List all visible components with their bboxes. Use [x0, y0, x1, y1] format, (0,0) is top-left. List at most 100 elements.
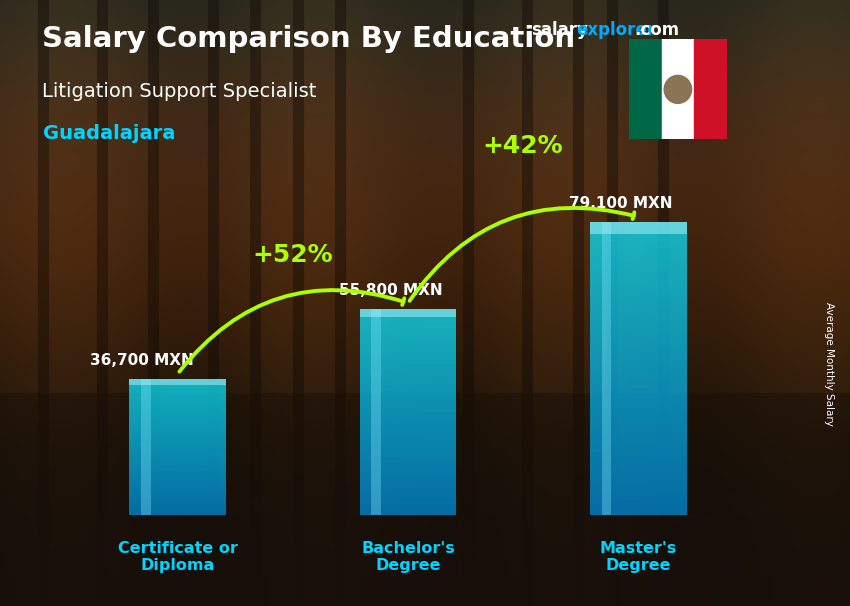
Bar — [129, 384, 226, 386]
Bar — [590, 281, 687, 286]
Bar — [590, 296, 687, 301]
Bar — [129, 438, 226, 441]
Bar — [590, 349, 687, 354]
Bar — [129, 400, 226, 402]
Bar — [129, 459, 226, 461]
Bar — [590, 476, 687, 481]
Bar — [360, 398, 456, 402]
Bar — [590, 451, 687, 456]
Bar — [360, 402, 456, 405]
Bar — [129, 408, 226, 411]
Bar — [129, 499, 226, 502]
Bar — [360, 353, 456, 357]
Bar — [360, 378, 456, 381]
Bar — [360, 433, 456, 436]
Bar — [129, 434, 226, 436]
Bar — [360, 446, 456, 450]
Bar — [590, 432, 687, 437]
Bar — [129, 379, 226, 382]
Bar — [360, 491, 456, 494]
Bar — [129, 418, 226, 420]
Bar — [129, 511, 226, 513]
Bar — [360, 388, 456, 391]
Bar — [360, 308, 456, 317]
Bar — [360, 357, 456, 360]
Bar — [129, 504, 226, 506]
Text: 55,800 MXN: 55,800 MXN — [339, 282, 443, 298]
Bar — [360, 360, 456, 364]
Bar — [590, 325, 687, 330]
Bar — [129, 450, 226, 451]
Bar — [129, 398, 226, 400]
Bar — [590, 422, 687, 427]
Text: explorer: explorer — [576, 21, 655, 39]
Bar — [590, 442, 687, 447]
Bar — [360, 488, 456, 491]
Bar — [590, 447, 687, 451]
Circle shape — [664, 75, 692, 104]
Bar — [360, 425, 456, 429]
Bar — [129, 461, 226, 463]
Text: Average Monthly Salary: Average Monthly Salary — [824, 302, 834, 425]
Bar — [129, 395, 226, 398]
Bar — [129, 416, 226, 418]
Bar — [590, 222, 687, 234]
Bar — [129, 402, 226, 404]
Bar — [590, 227, 687, 232]
Bar — [590, 491, 687, 496]
Bar — [371, 308, 381, 515]
Bar — [360, 322, 456, 326]
Bar — [360, 339, 456, 343]
Bar — [360, 422, 456, 425]
Bar — [129, 431, 226, 434]
Bar — [360, 408, 456, 412]
Text: Guadalajara: Guadalajara — [42, 124, 175, 143]
Bar — [129, 454, 226, 456]
Bar — [360, 374, 456, 378]
Bar — [360, 412, 456, 415]
Text: +52%: +52% — [252, 243, 333, 267]
Bar — [360, 494, 456, 498]
Bar — [360, 364, 456, 367]
Bar — [590, 384, 687, 388]
Bar — [129, 484, 226, 485]
Bar — [360, 343, 456, 347]
Bar — [590, 408, 687, 413]
Bar — [129, 411, 226, 413]
Bar — [129, 441, 226, 442]
Bar — [129, 404, 226, 407]
Bar — [360, 381, 456, 384]
Bar — [129, 420, 226, 422]
Bar — [360, 329, 456, 333]
Bar — [590, 276, 687, 281]
Bar — [129, 379, 226, 385]
Bar — [129, 485, 226, 488]
Bar — [360, 484, 456, 488]
Bar — [360, 450, 456, 453]
Bar — [129, 468, 226, 470]
Bar — [129, 488, 226, 490]
Bar — [360, 439, 456, 443]
Bar — [360, 443, 456, 446]
Bar — [590, 359, 687, 364]
Bar — [129, 442, 226, 445]
Bar — [590, 496, 687, 501]
Bar — [360, 319, 456, 322]
Bar — [590, 335, 687, 339]
Bar — [360, 336, 456, 339]
Bar — [590, 256, 687, 261]
Bar — [590, 354, 687, 359]
Bar — [360, 460, 456, 464]
Bar — [360, 391, 456, 395]
Bar — [590, 320, 687, 325]
Bar — [129, 445, 226, 447]
Bar — [129, 447, 226, 450]
Bar — [360, 415, 456, 419]
Text: Master's
Degree: Master's Degree — [600, 541, 677, 573]
Bar — [129, 494, 226, 497]
Bar — [360, 326, 456, 329]
Bar — [360, 505, 456, 508]
Bar — [360, 498, 456, 501]
Bar — [590, 305, 687, 310]
Bar — [661, 39, 694, 139]
